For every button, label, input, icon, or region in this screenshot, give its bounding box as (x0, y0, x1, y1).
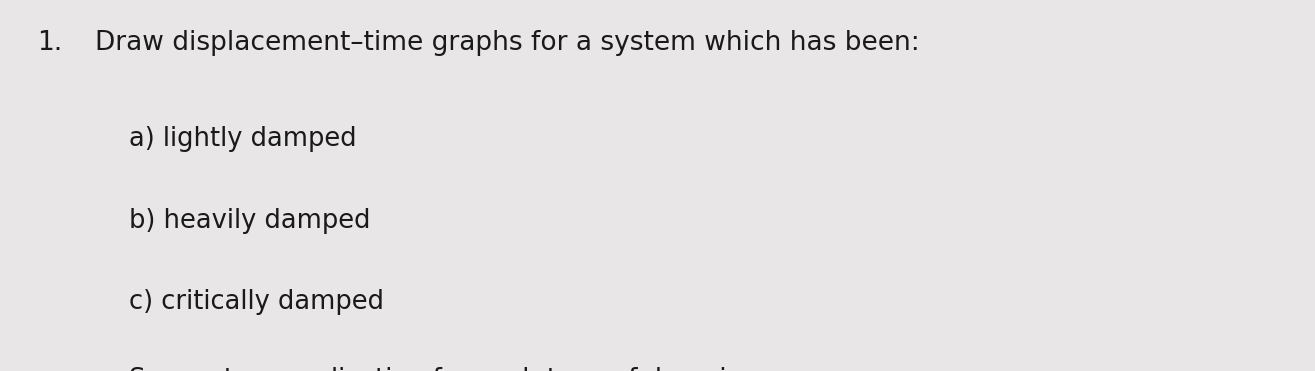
Text: Draw displacement–time graphs for a system which has been:: Draw displacement–time graphs for a syst… (95, 30, 919, 56)
Text: 1.: 1. (37, 30, 62, 56)
Text: c) critically damped: c) critically damped (129, 289, 384, 315)
Text: a) lightly damped: a) lightly damped (129, 126, 356, 152)
Text: b) heavily damped: b) heavily damped (129, 208, 371, 234)
Text: Suggest an application for each type of damping.: Suggest an application for each type of … (129, 367, 768, 371)
